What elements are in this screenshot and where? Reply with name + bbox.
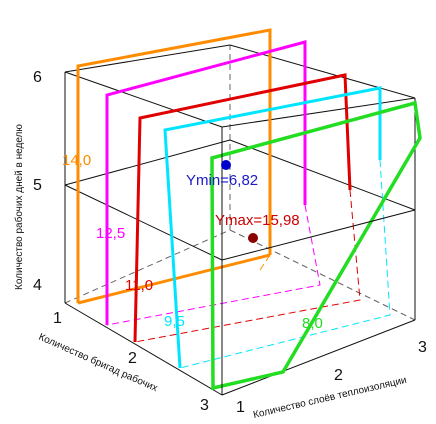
cube-edge: [221, 97, 416, 128]
level-surface-red: [133, 73, 361, 343]
cube-edge: [64, 44, 231, 73]
min-point: [221, 160, 231, 170]
level-surface-green: [210, 100, 422, 391]
right-axis-title: Количество слоёв теплоизоляции: [252, 375, 408, 421]
cube-hidden-edges: [64, 45, 416, 321]
left-axis-title: Количество бригад рабочих: [37, 331, 160, 394]
surface-cyan-front: [163, 86, 382, 369]
vertical-axis-title: Количество рабочих дней в неделю: [13, 124, 25, 290]
cube-edge: [221, 319, 416, 396]
level-label-magenta: 12,5: [96, 225, 125, 242]
max-point-label: Ymax=15,98: [215, 212, 300, 229]
right-tick-3: 3: [418, 339, 427, 356]
vertical-tick-5: 5: [33, 177, 42, 194]
level-surface-cyan: [163, 86, 391, 369]
level-label-cyan: 9,5: [164, 313, 185, 330]
surface-green: [210, 100, 422, 391]
level-label-red: 11,0: [125, 277, 153, 294]
right-tick-2: 2: [334, 367, 343, 384]
level-surface-magenta: [105, 40, 321, 326]
surface-magenta-back: [106, 204, 321, 326]
level-label-orange: 14,0: [62, 152, 91, 169]
min-point-label: Ymin=6,82: [186, 172, 258, 189]
vertical-tick-6: 6: [33, 69, 42, 86]
cube-front-edges: [221, 127, 416, 395]
cube-edge: [64, 71, 223, 128]
right-tick-1: 1: [236, 399, 245, 416]
left-tick-3: 3: [200, 397, 209, 414]
left-tick-2: 2: [128, 350, 137, 367]
left-tick-1: 1: [53, 310, 62, 327]
cube-grid-line: [64, 184, 223, 261]
cube-hidden-edge: [64, 229, 231, 304]
cube-edge: [64, 302, 223, 396]
max-point: [248, 233, 258, 243]
cube-grid-line: [221, 209, 416, 261]
surface-magenta-front: [105, 40, 307, 325]
surface-cyan-back: [179, 159, 391, 369]
level-label-green: 8,0: [302, 315, 323, 332]
surface-orange-back: [259, 254, 271, 271]
cube-grid-line: [64, 139, 231, 186]
cube-edge: [229, 44, 416, 99]
vertical-tick-4: 4: [33, 277, 42, 294]
surface-red-front: [133, 73, 352, 343]
cube-hidden-edge: [229, 229, 416, 321]
surface-red-back: [134, 189, 361, 343]
